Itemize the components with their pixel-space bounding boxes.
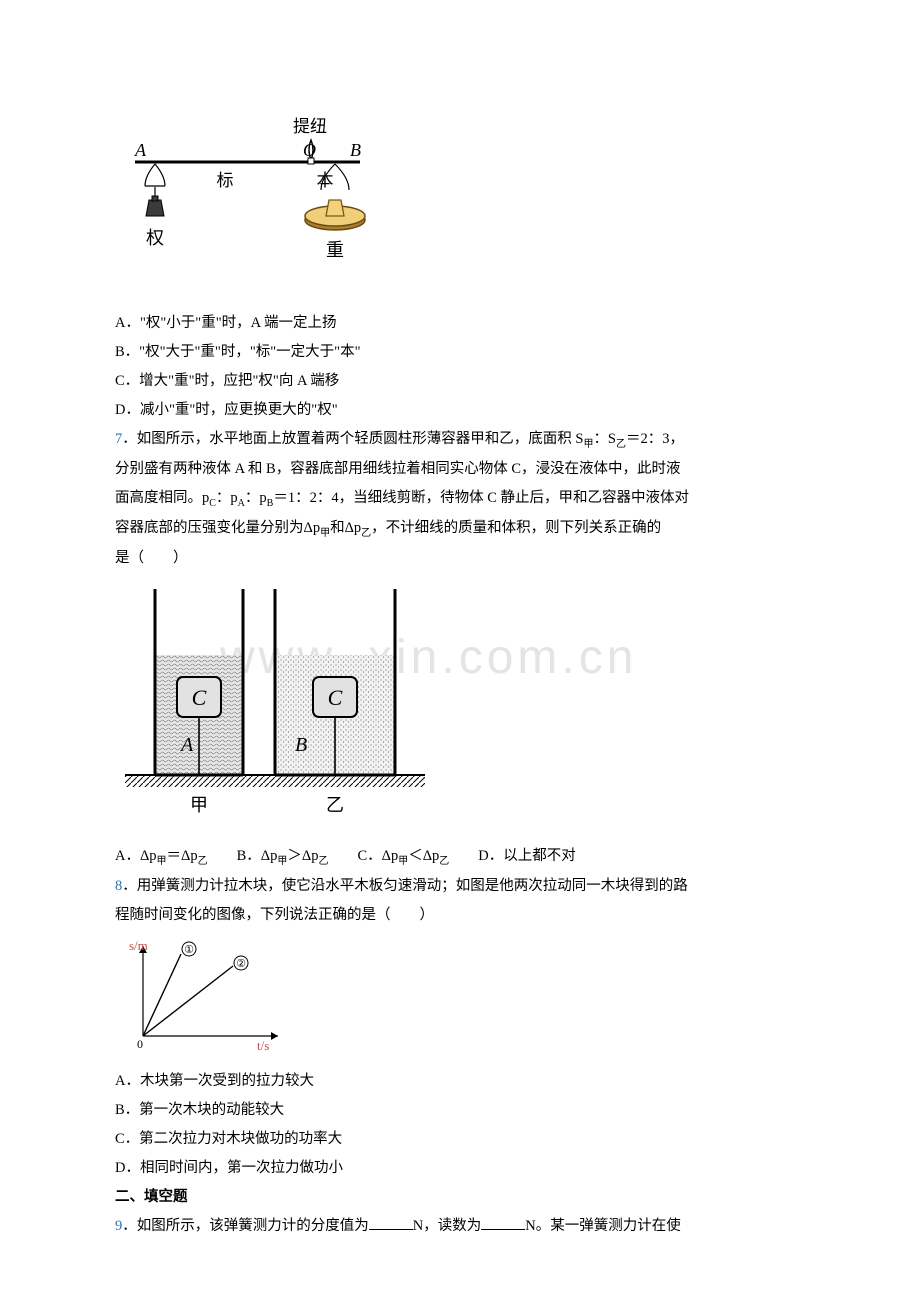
q7-l4-mid: 和Δp bbox=[330, 520, 361, 536]
weight-hook bbox=[152, 196, 158, 201]
blank-1 bbox=[369, 1214, 413, 1230]
q7-l3-pre: 面高度相同。p bbox=[115, 490, 209, 506]
label-tiniu: 提纽 bbox=[293, 117, 327, 136]
figure-st-graph: ① ② s/m t/s 0 bbox=[123, 936, 805, 1067]
q7c-B-sub1: 甲 bbox=[277, 856, 287, 867]
label-1: ① bbox=[184, 944, 194, 956]
pivot-block bbox=[308, 158, 314, 164]
label-yi: 乙 bbox=[326, 795, 344, 815]
q7-sub-C: C bbox=[209, 498, 216, 509]
q8-line1: 8．用弹簧测力计拉木块，使它沿水平木板匀速滑动；如图是他两次拉动同一木块得到的路 bbox=[115, 872, 805, 901]
q6-choice-D: D．减小"重"时，应更换更大的"权" bbox=[115, 396, 805, 425]
ground-hatch bbox=[125, 775, 425, 787]
q8-l1: ．用弹簧测力计拉木块，使它沿水平木板匀速滑动；如图是他两次拉动同一木块得到的路 bbox=[122, 878, 688, 894]
q7-line1: 7．如图所示，水平地面上放置着两个轻质圆柱形薄容器甲和乙，底面积 S甲：S乙＝2… bbox=[115, 425, 805, 455]
q7c-B-sub2: 乙 bbox=[318, 856, 328, 867]
q7-sub-jia2: 甲 bbox=[320, 528, 330, 539]
q8-line2: 程随时间变化的图像，下列说法正确的是（ ） bbox=[115, 901, 805, 930]
q8-choice-B: B．第一次木块的动能较大 bbox=[115, 1096, 805, 1125]
container-yi: C B bbox=[275, 589, 395, 775]
label-A-liquid: A bbox=[179, 734, 194, 756]
label-B: B bbox=[350, 140, 361, 160]
q8-choice-A: A．木块第一次受到的拉力较大 bbox=[115, 1067, 805, 1096]
q7c-B-pre: B．Δp bbox=[237, 848, 278, 864]
label-quan: 权 bbox=[146, 228, 164, 248]
q7-l1c: ＝2：3， bbox=[626, 431, 684, 447]
blank-2 bbox=[481, 1214, 525, 1230]
origin-label: 0 bbox=[137, 1037, 143, 1051]
section-2-title: 二、填空题 bbox=[115, 1183, 805, 1212]
q7-line2: 分别盛有两种液体 A 和 B，容器底部用细线拉着相同实心物体 C，浸没在液体中，… bbox=[115, 455, 805, 484]
container-jia: C A bbox=[155, 589, 243, 775]
line-2 bbox=[143, 966, 233, 1036]
q7-sub-jia1: 甲 bbox=[583, 439, 593, 450]
q7c-B-mid: ＞Δp bbox=[287, 848, 318, 864]
q7-line3: 面高度相同。pC：pA：pB＝1：2：4，当细线剪断，待物体 C 静止后，甲和乙… bbox=[115, 484, 805, 514]
q9-post: N。某一弹簧测力计在使 bbox=[525, 1218, 680, 1234]
label-A: A bbox=[134, 140, 147, 160]
q7-l4-end: ，不计细线的质量和体积，则下列关系正确的 bbox=[371, 520, 661, 536]
q7-l1a: ．如图所示，水平地面上放置着两个轻质圆柱形薄容器甲和乙，底面积 S bbox=[122, 431, 583, 447]
q7c-A-pre: A．Δp bbox=[115, 848, 157, 864]
x-label: t/s bbox=[257, 1038, 269, 1053]
q6-choice-B: B．"权"大于"重"时，"标"一定大于"本" bbox=[115, 338, 805, 367]
q7-sub-yi1: 乙 bbox=[616, 439, 626, 450]
q8-choice-C: C．第二次拉力对木块做功的功率大 bbox=[115, 1125, 805, 1154]
q7c-C-pre: C．Δp bbox=[357, 848, 398, 864]
label-2: ② bbox=[236, 958, 246, 970]
q7c-A-mid: ＝Δp bbox=[167, 848, 198, 864]
label-biao: 标 bbox=[217, 171, 234, 190]
q9-mid: N，读数为 bbox=[413, 1218, 481, 1234]
q7-line5: 是（ ） bbox=[115, 544, 805, 573]
q7c-D: D．以上都不对 bbox=[478, 848, 575, 864]
x-arrow bbox=[271, 1032, 278, 1040]
q7c-C-mid: ＜Δp bbox=[408, 848, 439, 864]
q7-line4: 容器底部的压强变化量分别为Δp甲和Δp乙，不计细线的质量和体积，则下列关系正确的 bbox=[115, 514, 805, 544]
pan-object bbox=[326, 200, 344, 216]
q6-choice-A: A．"权"小于"重"时，A 端一定上扬 bbox=[115, 309, 805, 338]
q9-line: 9．如图所示，该弹簧测力计的分度值为N，读数为N。某一弹簧测力计在使 bbox=[115, 1212, 805, 1241]
q7-l3b: ：p bbox=[245, 490, 267, 506]
weight-body bbox=[146, 200, 164, 216]
figure-steelyard: 提纽 A O B bbox=[125, 116, 805, 307]
q7-sub-A: A bbox=[238, 498, 245, 509]
label-ben: 本 bbox=[317, 171, 334, 190]
label-C-yi: C bbox=[328, 685, 343, 710]
q9-pre: ．如图所示，该弹簧测力计的分度值为 bbox=[122, 1218, 369, 1234]
q7c-C-sub1: 甲 bbox=[398, 856, 408, 867]
label-B-liquid: B bbox=[295, 734, 307, 756]
q7-l3a: ：p bbox=[216, 490, 238, 506]
q7-l1b: ：S bbox=[593, 431, 616, 447]
left-strings bbox=[145, 164, 165, 186]
label-jia: 甲 bbox=[190, 795, 208, 815]
q7c-A-sub2: 乙 bbox=[198, 856, 208, 867]
q8-choice-D: D．相同时间内，第一次拉力做功小 bbox=[115, 1154, 805, 1183]
q6-choice-C: C．增大"重"时，应把"权"向 A 端移 bbox=[115, 367, 805, 396]
q7-l4-pre: 容器底部的压强变化量分别为Δp bbox=[115, 520, 320, 536]
figure-containers: C A C B 甲 bbox=[125, 579, 805, 840]
q7c-A-sub1: 甲 bbox=[157, 856, 167, 867]
q7-sub-yi2: 乙 bbox=[361, 528, 371, 539]
label-C-jia: C bbox=[192, 685, 207, 710]
q7-l3c: ＝1：2：4，当细线剪断，待物体 C 静止后，甲和乙容器中液体对 bbox=[273, 490, 689, 506]
label-zhong: 重 bbox=[326, 240, 344, 260]
y-label: s/m bbox=[129, 938, 148, 953]
q7c-C-sub2: 乙 bbox=[439, 856, 449, 867]
q7-choices-row: A．Δp甲＝Δp乙 B．Δp甲＞Δp乙 C．Δp甲＜Δp乙 D．以上都不对 bbox=[115, 842, 805, 872]
line-1 bbox=[143, 954, 181, 1036]
